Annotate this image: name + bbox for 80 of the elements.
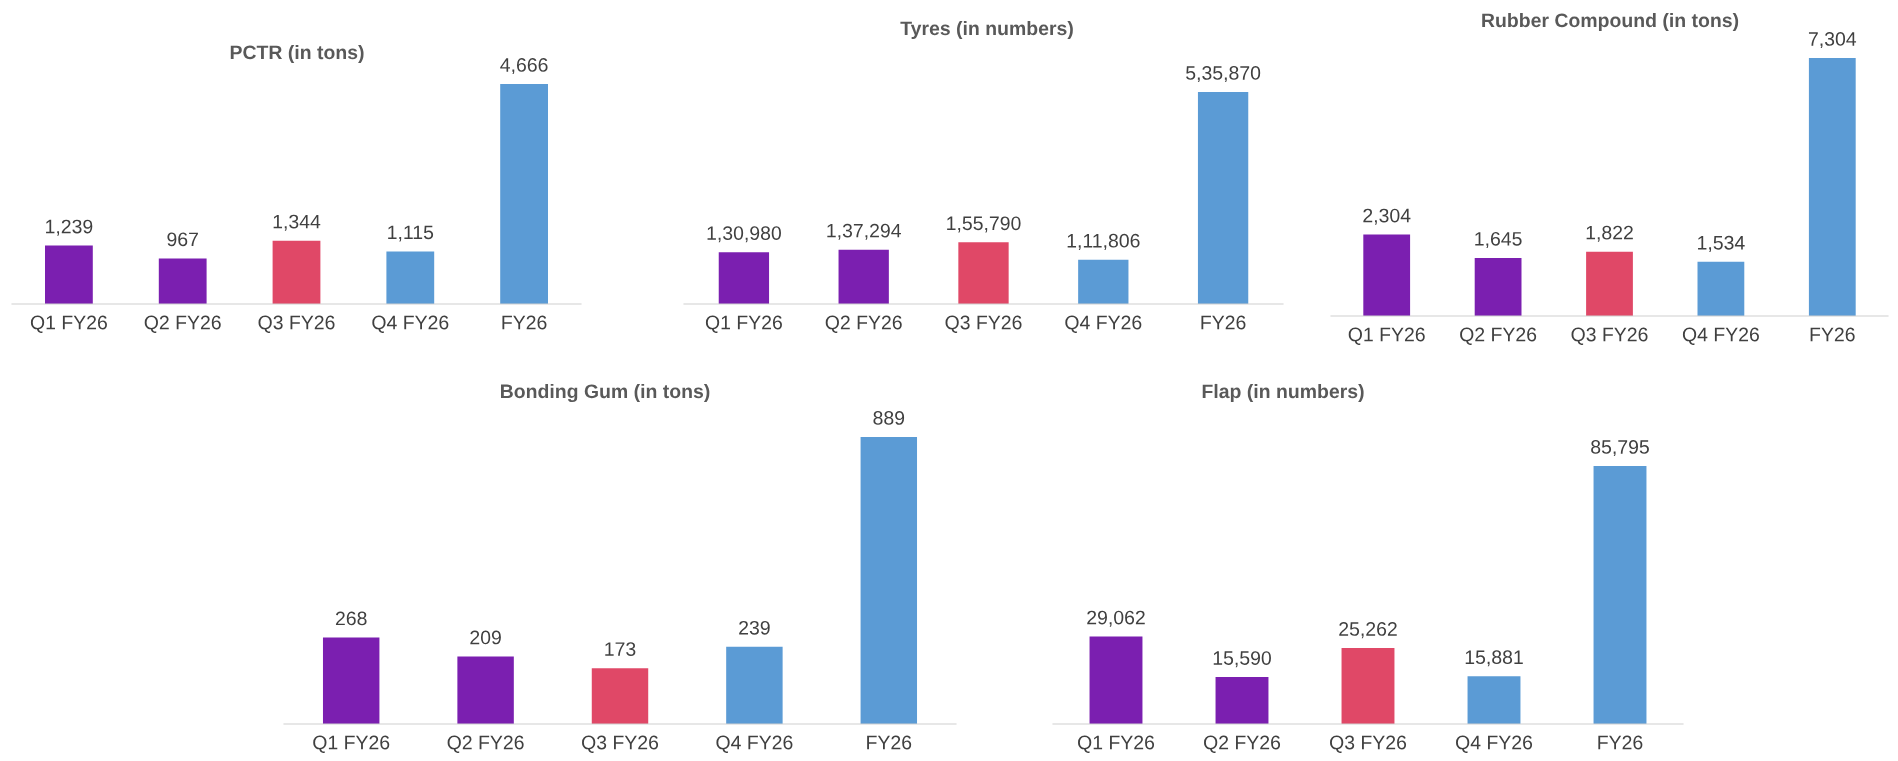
bar — [718, 252, 770, 304]
bar — [1467, 676, 1521, 724]
data-label: 1,115 — [388, 225, 434, 242]
x-tick-label: FY26 — [502, 315, 547, 330]
data-label: 1,344 — [273, 214, 321, 231]
data-label: 239 — [739, 620, 770, 635]
data-label: 1,822 — [1586, 225, 1633, 242]
bar — [591, 668, 649, 724]
x-tick-label: FY26 — [1598, 735, 1643, 750]
x-tick-label: Q1 FY26 — [313, 735, 390, 753]
bar — [1586, 251, 1633, 316]
data-label: 1,534 — [1698, 235, 1745, 252]
data-label: 1,645 — [1475, 231, 1522, 249]
x-tick-label: Q4 FY26 — [1065, 315, 1142, 333]
data-label: 5,35,870 — [1186, 66, 1261, 83]
data-label: 173 — [605, 642, 636, 656]
data-label: 15,590 — [1213, 651, 1271, 668]
bar — [1363, 234, 1411, 316]
x-tick-label: Q4 FY26 — [1456, 735, 1533, 753]
data-label: 268 — [335, 611, 367, 626]
x-tick-label: Q3 FY26 — [1571, 327, 1648, 345]
data-label: 1,37,294 — [827, 223, 901, 240]
data-label: 1,30,980 — [707, 226, 781, 243]
bar — [322, 637, 380, 724]
bar — [45, 245, 93, 304]
x-tick-label: Q3 FY26 — [582, 735, 659, 753]
x-tick-label: Q2 FY26 — [447, 735, 524, 753]
bar — [1215, 677, 1269, 724]
x-tick-label: Q3 FY26 — [258, 315, 335, 333]
bar — [958, 242, 1009, 304]
bar — [726, 646, 783, 724]
data-label: 209 — [470, 630, 501, 645]
data-label: 2,304 — [1363, 208, 1411, 225]
x-tick-label: FY26 — [1810, 327, 1855, 342]
bar — [272, 240, 321, 304]
x-tick-label: Q4 FY26 — [1682, 327, 1759, 345]
x-tick-label: FY26 — [867, 735, 912, 750]
chart-title: Tyres (in numbers) — [900, 20, 1073, 40]
bar — [1341, 648, 1395, 724]
bar — [1197, 92, 1249, 304]
bar — [1078, 259, 1129, 304]
data-label: 1,11,806 — [1067, 233, 1140, 250]
x-tick-label: Q1 FY26 — [1348, 327, 1425, 345]
bar — [1808, 58, 1856, 316]
bar — [1593, 466, 1647, 724]
bar — [1697, 261, 1745, 316]
bar — [838, 249, 889, 304]
data-label: 85,795 — [1591, 440, 1649, 457]
chart-title: Bonding Gum (in tons) — [501, 383, 710, 403]
x-tick-label: Q3 FY26 — [945, 315, 1022, 333]
x-tick-label: Q1 FY26 — [1078, 735, 1155, 753]
bar — [860, 437, 918, 724]
bar — [1089, 636, 1143, 724]
data-label: 967 — [167, 232, 198, 247]
x-tick-label: Q1 FY26 — [705, 315, 782, 333]
x-tick-label: FY26 — [1201, 315, 1246, 330]
bar — [1474, 257, 1522, 316]
bar — [500, 84, 548, 304]
data-label: 1,239 — [46, 219, 93, 236]
x-tick-label: Q2 FY26 — [1460, 327, 1537, 345]
x-tick-label: Q2 FY26 — [1204, 735, 1281, 753]
x-tick-label: Q1 FY26 — [30, 315, 107, 333]
x-tick-label: Q4 FY26 — [372, 315, 449, 333]
bar — [158, 258, 207, 304]
data-label: 29,062 — [1087, 610, 1145, 627]
data-label: 7,304 — [1808, 32, 1857, 49]
x-tick-label: Q4 FY26 — [716, 735, 793, 753]
data-label: 1,55,790 — [947, 216, 1021, 233]
data-label: 15,881 — [1465, 650, 1523, 667]
chart-title: Rubber Compound (in tons) — [1482, 12, 1739, 32]
data-label: 25,262 — [1339, 622, 1397, 639]
bar — [457, 656, 514, 724]
data-label: 889 — [873, 411, 905, 425]
x-tick-label: Q3 FY26 — [1330, 735, 1407, 753]
bar — [386, 251, 435, 304]
x-tick-label: Q2 FY26 — [825, 315, 902, 333]
chart-title: Flap (in numbers) — [1202, 383, 1364, 403]
data-label: 4,666 — [500, 58, 548, 75]
x-tick-label: Q2 FY26 — [144, 315, 221, 333]
chart-title: PCTR (in tons) — [230, 44, 364, 64]
